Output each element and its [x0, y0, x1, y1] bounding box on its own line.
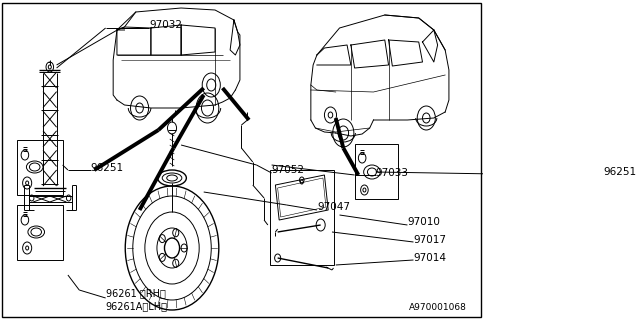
Bar	[17, 205, 63, 260]
Text: 96261 〈RH〉: 96261 〈RH〉	[106, 288, 166, 298]
Text: 96251: 96251	[90, 163, 124, 173]
Bar	[355, 144, 398, 199]
Text: A970001068: A970001068	[409, 303, 467, 313]
Bar	[17, 140, 63, 195]
Text: 97032: 97032	[149, 20, 182, 30]
Text: 97033: 97033	[376, 168, 409, 178]
Text: 97052: 97052	[271, 165, 305, 175]
Text: 96251: 96251	[604, 167, 637, 177]
Text: 97047: 97047	[317, 202, 350, 212]
Text: 97017: 97017	[413, 235, 447, 245]
Text: 97010: 97010	[408, 217, 440, 227]
Text: 97014: 97014	[413, 253, 447, 263]
Text: 96261A〈LH〉: 96261A〈LH〉	[106, 301, 168, 311]
Bar	[270, 170, 334, 265]
